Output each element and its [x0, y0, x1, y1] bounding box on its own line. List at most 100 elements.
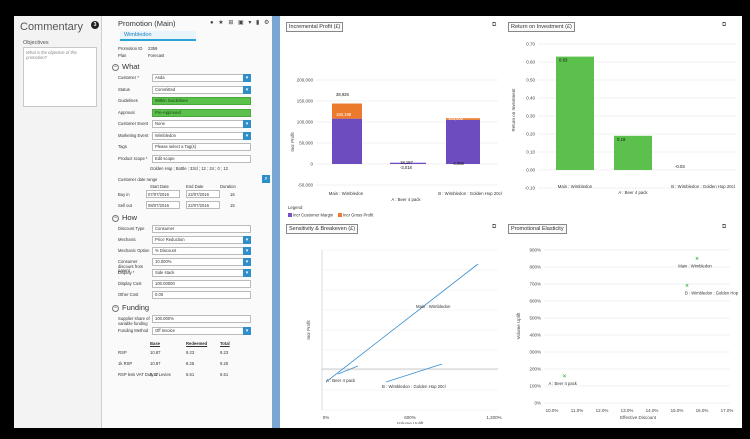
section-how-toggle-icon[interactable]: − [112, 214, 119, 222]
date-row-label: Buy in [118, 192, 130, 197]
panel-splitter[interactable] [272, 16, 280, 428]
y-axis-label: Return on Investment [511, 88, 516, 132]
section-how[interactable]: − How [112, 213, 137, 222]
section-funding[interactable]: − Funding [112, 303, 149, 312]
chevron-down-icon[interactable]: ▾ [243, 120, 251, 128]
table-cell: 9.23 [186, 350, 195, 355]
export-icon[interactable]: ⧉ [492, 22, 497, 28]
chevron-down-icon[interactable]: ▾ [243, 269, 251, 277]
data-label: 18,197 [400, 160, 413, 165]
how-row-label: Mechanic Option [118, 248, 150, 253]
date-end-field[interactable]: 22/07/2016 [186, 201, 220, 209]
how-row-label: Other Cost [118, 292, 139, 297]
what-row-field[interactable]: Wimbledon [152, 131, 251, 140]
point-label: A : Beer 4 pack [549, 381, 578, 386]
data-label: 104,002 [448, 116, 464, 121]
x-tick-label: 0% [323, 415, 330, 420]
what-row-field[interactable]: Pre-Approved [152, 108, 251, 117]
y-tick-label: 0.40 [526, 96, 535, 101]
x-tick-label: Main : Wimbledon [329, 191, 364, 196]
table-row-label: 1k RSP [118, 361, 133, 366]
x-tick-label: 11.0% [571, 408, 583, 413]
table-cell: 9.25 [220, 361, 229, 366]
what-row-field[interactable]: Asda [152, 74, 251, 82]
bar-gross [446, 118, 480, 120]
date-start-field[interactable]: 08/07/2016 [146, 201, 180, 209]
what-row-label: Status [118, 86, 130, 92]
funding-row-field[interactable]: Off Invoice [152, 327, 251, 335]
table-row-label: RSP [118, 350, 127, 355]
how-row-field[interactable]: 10.000% [152, 258, 251, 266]
y-tick-label: 0.50 [526, 78, 535, 83]
section-what[interactable]: − What [112, 62, 140, 71]
y-tick-label: 100% [529, 384, 541, 389]
how-row-field[interactable]: Consumer [152, 225, 251, 233]
commentary-title: Commentary [20, 21, 83, 33]
series-label: B : Wimbledon : Golden Hop 20cl [382, 384, 446, 389]
chevron-down-icon[interactable]: ▾ [243, 327, 251, 335]
search-icon[interactable]: ⌕ [262, 175, 270, 183]
what-row: Customer Event None ▾ [118, 120, 268, 129]
y-tick-label: 0.60 [526, 60, 535, 65]
chevron-down-icon[interactable]: ▾ [243, 236, 251, 244]
legend-label: Incr Gross Profit [343, 213, 374, 218]
table-header: Total [220, 341, 230, 346]
x-tick-label: A : Beer 4 pack [391, 197, 421, 202]
what-row-label: Product scope * [118, 155, 148, 161]
chevron-down-icon[interactable]: ▾ [243, 131, 251, 140]
chevron-down-icon[interactable]: ▾ [243, 74, 251, 82]
y-tick-label: 0% [534, 401, 541, 406]
how-row-field[interactable]: Side stack [152, 269, 251, 277]
series-line [385, 363, 443, 383]
y-tick-label: 100,000 [297, 120, 314, 125]
data-label: 0.63 [559, 58, 568, 63]
section-what-toggle-icon[interactable]: − [112, 63, 119, 71]
promotion-title: Promotion (Main) [118, 19, 176, 28]
chevron-down-icon[interactable]: ▾ [243, 85, 251, 94]
x-tick-label: 10.0% [546, 408, 559, 413]
funding-row-field[interactable]: 100.000% [152, 315, 251, 323]
how-row-field[interactable]: % Discount [152, 247, 251, 255]
section-funding-toggle-icon[interactable]: − [112, 304, 119, 312]
how-row: Other Cost 0.00 [118, 291, 268, 300]
how-row-field[interactable]: 100.00000 [152, 280, 251, 288]
how-row: Display * Side stack ▾ [118, 269, 268, 278]
tab-wimbledon[interactable]: Wimbledon [120, 31, 196, 41]
table-cell: 9.23 [220, 350, 229, 355]
how-row-field[interactable]: 0.00 [152, 291, 251, 299]
x-axis-label: Volume Uplift [397, 421, 424, 424]
objectives-label: Objectives [23, 40, 49, 46]
legend-swatch [288, 213, 292, 217]
toolbar-icons[interactable]: ● ★ ⊞ ▣ ▾ ▮ ⚙ [210, 20, 271, 26]
what-row-field[interactable]: None [152, 120, 251, 128]
x-tick-label: 17.0% [721, 408, 734, 413]
how-row: Mechanic Price Reduction ▾ [118, 236, 268, 245]
what-row-field[interactable]: Committed [152, 85, 251, 94]
commentary-badge[interactable]: 3 [91, 21, 99, 29]
data-label: 38,926 [336, 92, 349, 97]
chevron-down-icon[interactable]: ▾ [243, 247, 251, 255]
what-row-label: Marketing Event [118, 132, 149, 138]
y-tick-label: 300% [529, 350, 541, 355]
export-icon[interactable]: ⧉ [722, 224, 727, 230]
roi-chart: 0.70 0.60 0.50 0.40 0.30 0.20 0.10 0.00 -0.10 Ret… [511, 42, 736, 195]
what-row-field[interactable]: Within Guidelines [152, 97, 251, 105]
date-start-field[interactable]: 07/07/2016 [146, 190, 180, 198]
product-line: Golden Hop ; Bottle ; 33cl ; 12 ; 24 ; 0… [150, 166, 228, 171]
breakeven-panel: Sensitivity & Breakeven (£) ⧉ Incr Profi… [286, 224, 504, 424]
what-row-field[interactable]: Edit scope [152, 154, 251, 163]
bar-gross [332, 103, 362, 119]
export-icon[interactable]: ⧉ [492, 224, 497, 230]
funding-row: Supplier share of variable funding 100.00… [118, 315, 268, 325]
export-icon[interactable]: ⧉ [722, 22, 727, 28]
series-line [325, 263, 479, 383]
objectives-input[interactable]: What is the objective of this promotion? [23, 47, 97, 107]
chevron-down-icon[interactable]: ▾ [243, 258, 251, 266]
what-row-label: Approval [118, 109, 135, 115]
y-axis-label: Incr Profit [290, 132, 295, 152]
date-end-field[interactable]: 22/07/2016 [186, 190, 220, 198]
data-label: -0.03 [675, 164, 685, 169]
what-row-field[interactable]: Please select a Tag(s) [152, 143, 251, 151]
how-row-field[interactable]: Price Reduction [152, 236, 251, 244]
what-row: Tags Please select a Tag(s) [118, 143, 268, 152]
